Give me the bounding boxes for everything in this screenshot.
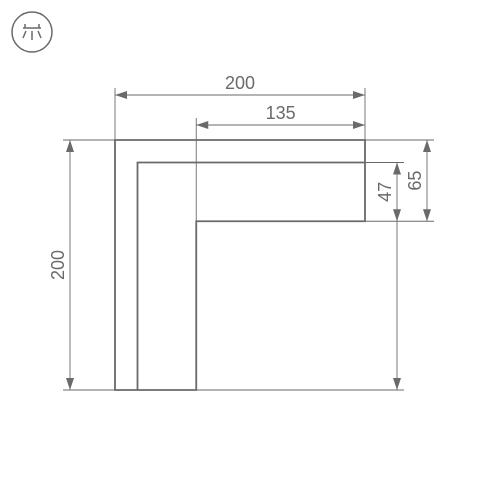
profile-outline <box>115 140 365 390</box>
profile-inner-step <box>138 163 366 391</box>
dim-right-47-label: 47 <box>375 182 395 202</box>
dim-top-135-label: 135 <box>266 103 296 123</box>
dim-right-65-label: 65 <box>405 171 425 191</box>
technical-drawing: 200 135 65 47 200 <box>0 0 500 500</box>
downlight-icon <box>12 12 52 52</box>
dim-right-65: 65 <box>365 140 434 221</box>
dim-right-47: 47 <box>196 163 404 391</box>
dim-left-200: 200 <box>48 140 115 390</box>
dim-left-200-label: 200 <box>48 250 68 280</box>
dim-top-200: 200 <box>115 73 365 140</box>
dim-top-200-label: 200 <box>225 73 255 93</box>
